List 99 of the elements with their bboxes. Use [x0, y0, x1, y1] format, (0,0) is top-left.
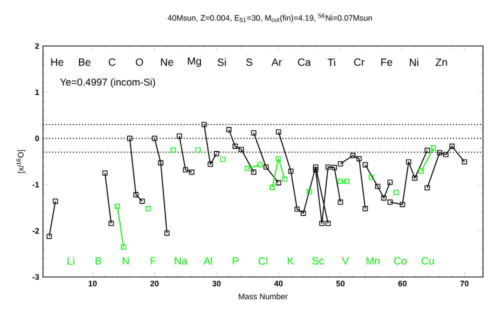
point — [412, 176, 418, 181]
point — [276, 180, 282, 186]
point — [325, 164, 331, 170]
annotation: O — [136, 58, 144, 66]
annotation: Cu — [422, 257, 434, 265]
point — [449, 144, 455, 149]
point — [102, 170, 108, 176]
annotation: Ne — [161, 58, 174, 66]
annotation: Si — [218, 58, 226, 66]
annotation: Ye=0.4997 (incom-Si) — [60, 78, 156, 88]
point — [251, 170, 256, 175]
point — [133, 192, 139, 198]
point — [251, 130, 256, 136]
point — [362, 162, 368, 168]
point — [387, 200, 393, 205]
annotation: Ca — [298, 58, 311, 66]
point — [270, 184, 275, 190]
point — [443, 152, 448, 158]
annotation: Ar — [272, 58, 282, 66]
point — [338, 161, 344, 166]
point — [332, 164, 337, 170]
point — [114, 204, 120, 209]
point — [356, 156, 362, 162]
point — [170, 147, 176, 153]
point — [140, 198, 145, 204]
annotation: Mn — [366, 257, 380, 264]
annotation: Na — [174, 257, 188, 264]
point — [189, 170, 194, 175]
point — [418, 168, 424, 174]
point — [325, 220, 331, 226]
point — [375, 184, 380, 190]
annotation: Co — [394, 257, 407, 265]
annotation: Fe — [381, 58, 392, 66]
annotation: Cr — [354, 58, 364, 66]
point — [226, 127, 232, 132]
point — [406, 159, 412, 165]
annotation: N — [122, 257, 129, 264]
point — [232, 144, 238, 149]
point — [338, 200, 344, 205]
point — [387, 180, 393, 185]
point — [350, 152, 356, 158]
point — [437, 150, 442, 156]
annotation: C — [108, 58, 116, 66]
point — [182, 167, 188, 172]
point — [276, 156, 282, 162]
point — [220, 156, 226, 162]
point — [306, 188, 312, 194]
point — [164, 230, 170, 236]
point — [244, 166, 250, 172]
point — [127, 136, 132, 141]
point — [202, 122, 207, 128]
point — [108, 220, 114, 226]
point — [208, 162, 213, 167]
point — [300, 210, 306, 216]
point — [424, 185, 430, 190]
annotation: Ni — [410, 58, 418, 66]
point — [282, 176, 288, 182]
annotation: Be — [79, 58, 90, 66]
point — [313, 167, 318, 172]
point — [381, 195, 386, 201]
point — [146, 206, 151, 212]
point — [344, 178, 350, 184]
point — [195, 147, 201, 153]
point — [288, 168, 294, 174]
annotation: He — [51, 58, 64, 66]
point — [152, 136, 158, 141]
point — [294, 206, 300, 212]
point — [238, 146, 244, 152]
point — [120, 244, 126, 250]
annotation: K — [288, 257, 294, 264]
point — [46, 234, 52, 239]
annotation: S — [246, 58, 252, 66]
point — [319, 220, 324, 226]
point — [368, 174, 374, 180]
point — [52, 198, 58, 204]
point — [264, 164, 269, 170]
point — [400, 202, 406, 208]
annotation: F — [150, 257, 156, 264]
annotation: V — [342, 257, 349, 264]
annotation: Cl — [258, 256, 268, 265]
annotation: Al — [203, 257, 212, 265]
point — [338, 178, 344, 184]
point — [424, 148, 430, 154]
point — [158, 160, 164, 166]
annotation: B — [96, 257, 102, 264]
point — [394, 190, 399, 196]
annotation: P — [232, 257, 238, 264]
point — [276, 129, 282, 135]
point — [214, 151, 220, 156]
annotation: Zn — [436, 58, 447, 66]
point — [257, 162, 263, 168]
point — [176, 133, 182, 139]
point — [362, 206, 368, 212]
point — [462, 159, 468, 165]
annotation: Ti — [328, 58, 336, 66]
annotation: Mg — [188, 57, 201, 67]
annotation: Li — [68, 257, 74, 265]
annotation: Sc — [312, 257, 324, 265]
point — [430, 146, 436, 151]
